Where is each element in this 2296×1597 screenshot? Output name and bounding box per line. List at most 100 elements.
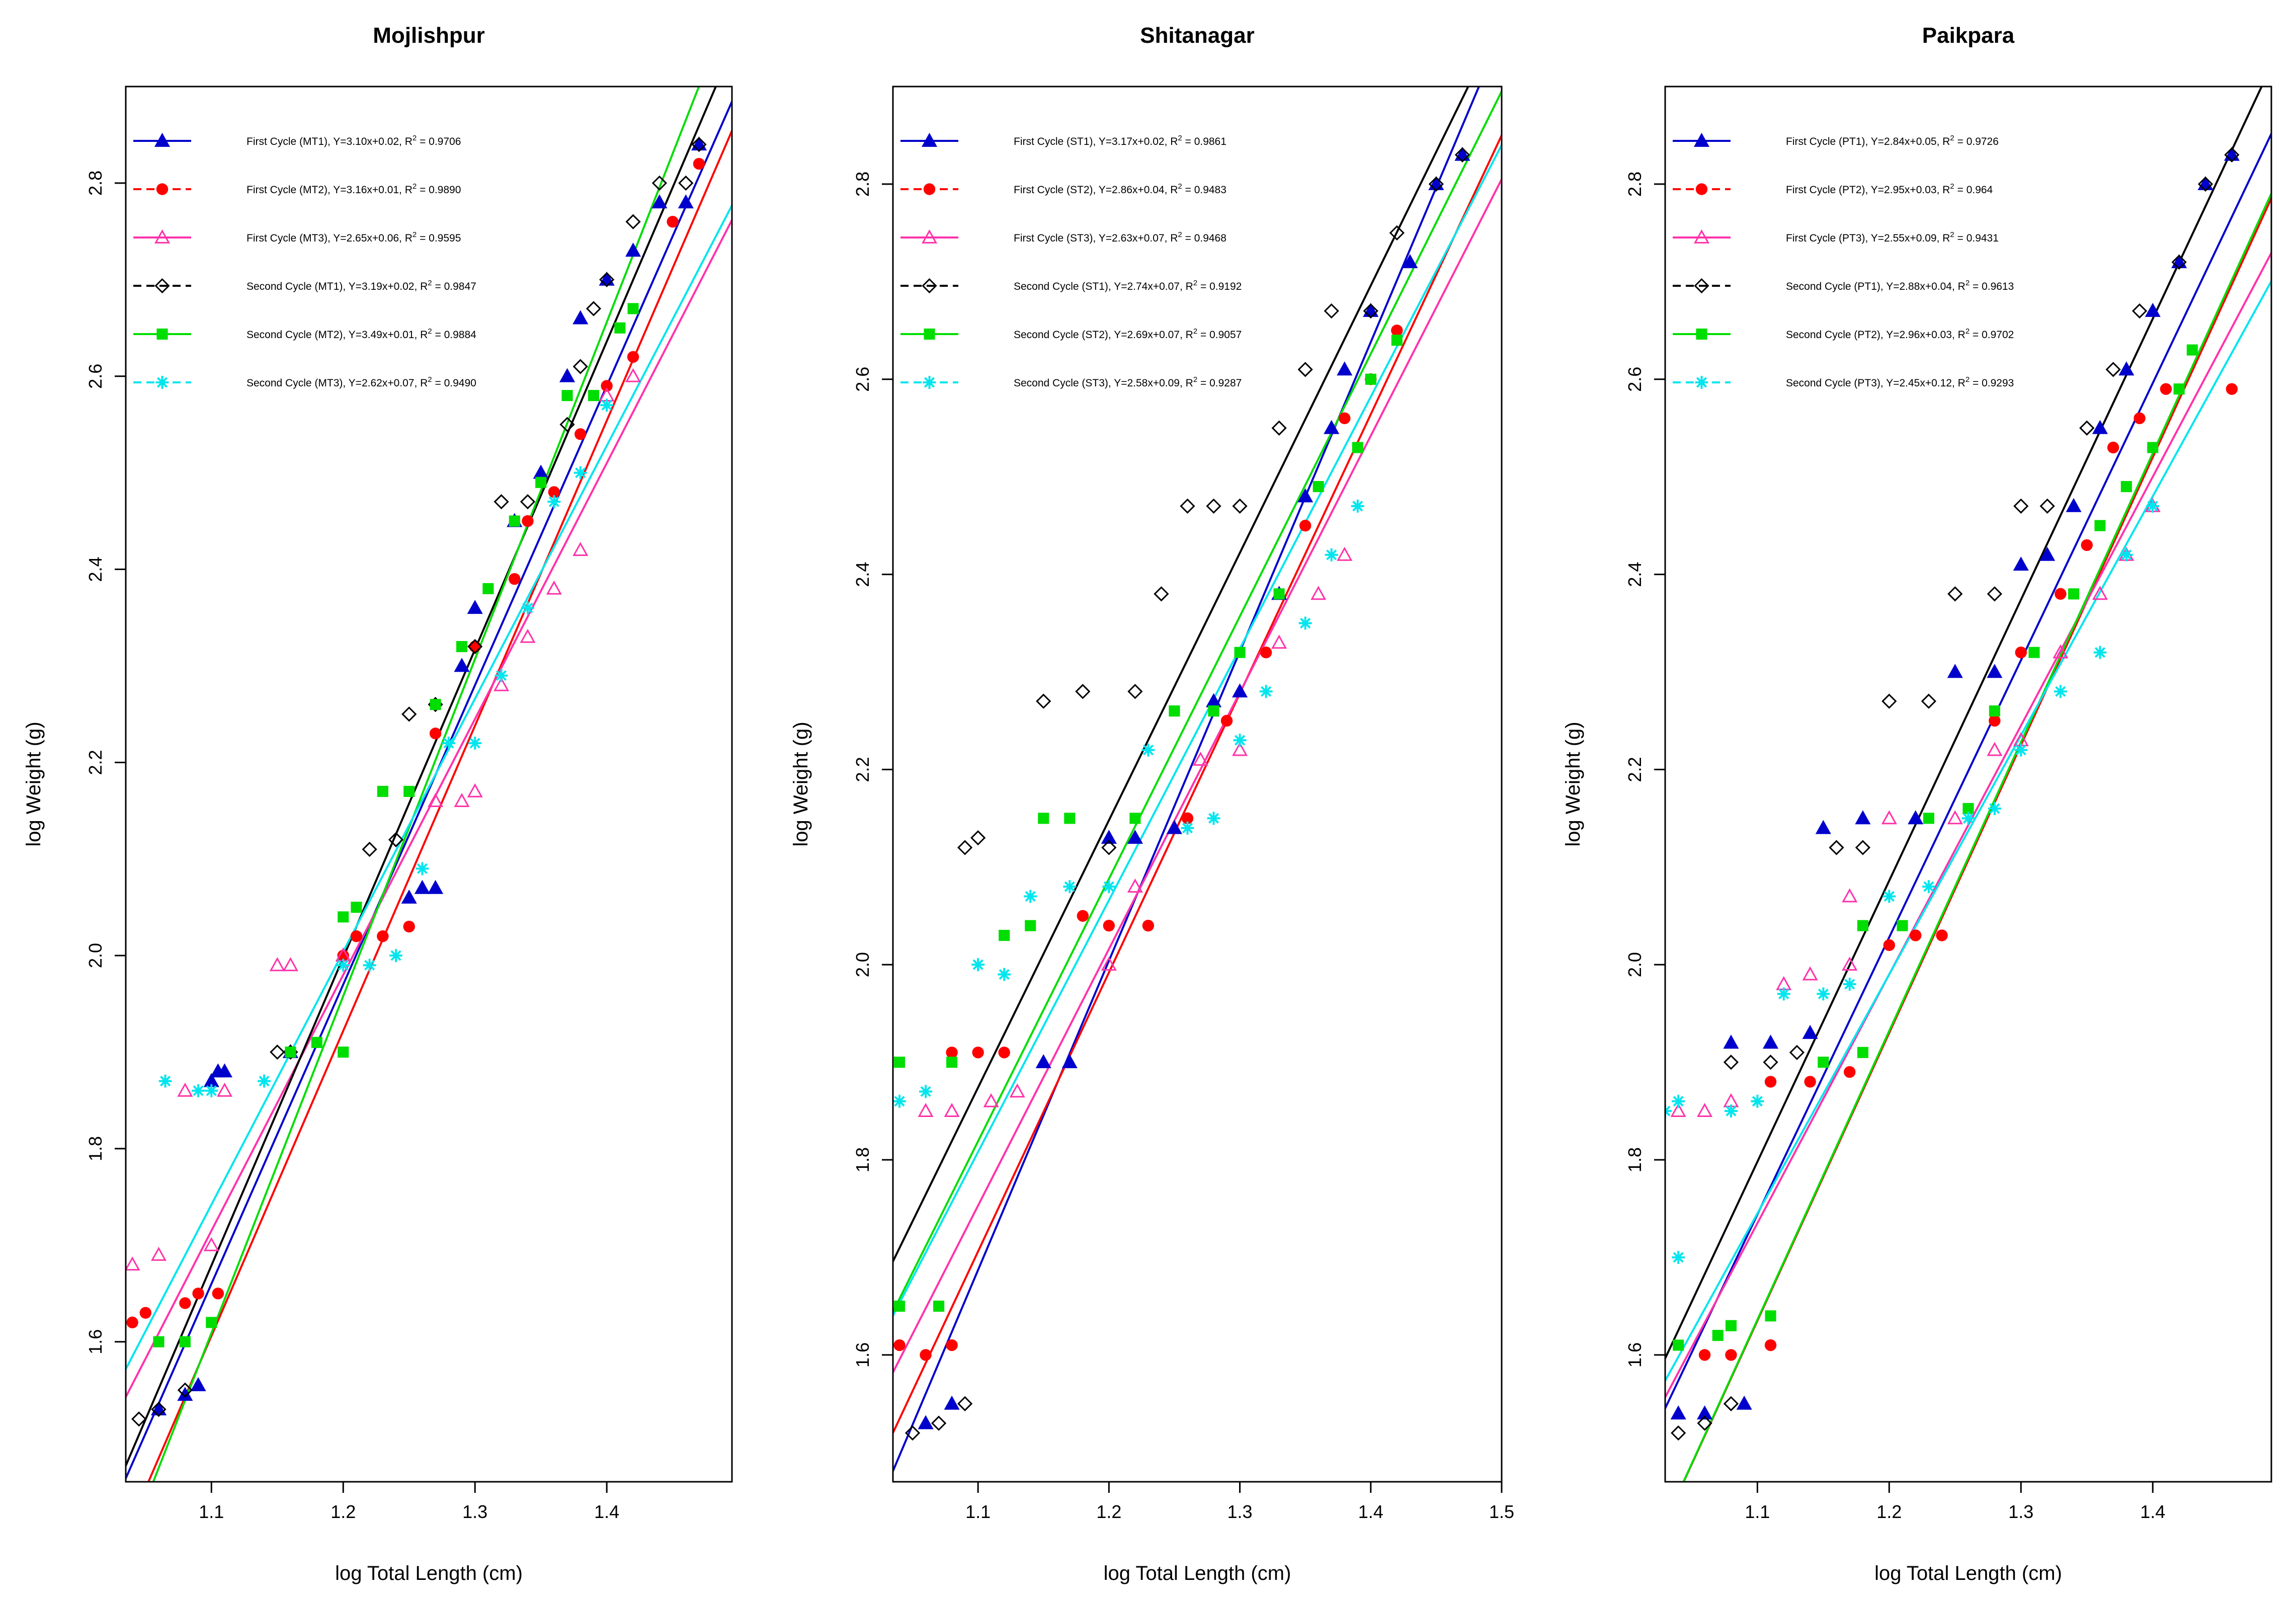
y-axis-label: log Weight (g) bbox=[790, 722, 812, 846]
data-point bbox=[1817, 987, 1830, 1001]
data-point bbox=[533, 464, 549, 479]
regression-line bbox=[893, 144, 1502, 1316]
data-point bbox=[1673, 1339, 1684, 1351]
data-point bbox=[1365, 373, 1376, 385]
data-point bbox=[1987, 742, 2003, 756]
data-point bbox=[1671, 1425, 1686, 1441]
data-point bbox=[363, 959, 376, 972]
data-point bbox=[972, 1047, 984, 1059]
data-point bbox=[1169, 705, 1180, 717]
data-point bbox=[1260, 647, 1272, 659]
data-series-0 bbox=[1670, 146, 2240, 1420]
legend-marker bbox=[1693, 229, 1710, 244]
data-point bbox=[1428, 176, 1444, 190]
data-point bbox=[2013, 556, 2029, 571]
data-point bbox=[2224, 147, 2240, 163]
data-point bbox=[1989, 705, 2000, 717]
data-point bbox=[559, 368, 576, 382]
data-point bbox=[1897, 920, 1908, 931]
data-point bbox=[1181, 812, 1194, 825]
data-point bbox=[2197, 176, 2213, 190]
data-point bbox=[2118, 361, 2135, 376]
data-point bbox=[190, 1377, 206, 1391]
data-point bbox=[983, 1093, 999, 1107]
data-point bbox=[933, 1300, 945, 1312]
data-point bbox=[429, 728, 442, 740]
regression-line bbox=[126, 219, 732, 1398]
data-point bbox=[2093, 646, 2107, 659]
data-point bbox=[999, 930, 1010, 941]
data-point bbox=[131, 1411, 147, 1427]
data-point bbox=[1777, 987, 1790, 1001]
data-point bbox=[1038, 813, 1049, 824]
data-point bbox=[1142, 919, 1155, 932]
data-point bbox=[2066, 498, 2082, 512]
x-tick-label: 1.4 bbox=[1358, 1501, 1383, 1522]
data-point bbox=[1947, 586, 1963, 602]
data-point bbox=[1698, 1349, 1711, 1361]
plot-frame bbox=[125, 86, 733, 1483]
regression-line bbox=[893, 87, 1469, 1262]
data-point bbox=[2028, 647, 2040, 658]
legend-entry: Second Cycle (PT3), Y=2.45x+0.12, R2 = 0… bbox=[1786, 375, 2014, 389]
y-tick-label: 1.8 bbox=[85, 1136, 106, 1161]
regression-line bbox=[893, 87, 1481, 1472]
data-point bbox=[2053, 644, 2069, 659]
data-point bbox=[2120, 481, 2132, 493]
data-point bbox=[158, 1074, 172, 1088]
data-series-3 bbox=[1671, 147, 2240, 1441]
legend-marker bbox=[1693, 132, 1710, 147]
data-point bbox=[2105, 362, 2121, 377]
x-tick-label: 1.5 bbox=[1489, 1501, 1514, 1522]
legend-entry: Second Cycle (MT1), Y=3.19x+0.02, R2 = 0… bbox=[247, 279, 476, 292]
data-point bbox=[1921, 693, 1937, 709]
data-point bbox=[1922, 880, 1935, 894]
data-point bbox=[625, 214, 641, 229]
data-point bbox=[575, 428, 587, 440]
data-point bbox=[946, 1047, 958, 1059]
data-point bbox=[1908, 810, 1924, 825]
legend-entry: Second Cycle (ST3), Y=2.58x+0.09, R2 = 0… bbox=[1014, 375, 1242, 389]
regression-line bbox=[1682, 193, 2271, 1482]
data-point bbox=[919, 1085, 933, 1098]
data-point bbox=[212, 1288, 224, 1300]
y-tick-label: 1.8 bbox=[1624, 1147, 1645, 1172]
y-tick-label: 2.0 bbox=[85, 943, 106, 968]
data-point bbox=[1723, 1055, 1739, 1070]
data-point bbox=[337, 959, 350, 972]
legend-marker bbox=[156, 328, 168, 340]
data-point bbox=[1075, 684, 1091, 699]
data-point bbox=[192, 1288, 204, 1300]
data-point bbox=[338, 911, 349, 923]
data-point bbox=[2119, 548, 2133, 562]
data-point bbox=[1233, 734, 1247, 747]
data-point bbox=[1297, 362, 1313, 377]
legend-marker bbox=[923, 376, 936, 389]
legend-marker bbox=[154, 132, 171, 147]
y-tick-label: 2.6 bbox=[852, 367, 873, 392]
data-point bbox=[282, 957, 298, 972]
data-series-2 bbox=[126, 368, 641, 1271]
legend-marker bbox=[156, 183, 169, 195]
x-tick-label: 1.3 bbox=[462, 1501, 487, 1522]
data-point bbox=[998, 968, 1011, 981]
data-point bbox=[1009, 1083, 1025, 1098]
data-point bbox=[151, 1401, 167, 1417]
data-point bbox=[494, 677, 510, 691]
data-point bbox=[1670, 1103, 1686, 1117]
x-axis-label: log Total Length (cm) bbox=[1104, 1562, 1291, 1584]
data-point bbox=[918, 1415, 934, 1429]
data-series-5 bbox=[158, 398, 614, 1097]
data-point bbox=[1063, 880, 1077, 894]
data-point bbox=[1273, 588, 1285, 600]
legend-entry: Second Cycle (ST1), Y=2.74x+0.07, R2 = 0… bbox=[1014, 279, 1242, 292]
data-point bbox=[258, 1074, 271, 1088]
data-point bbox=[2054, 685, 2067, 698]
legend-entry: Second Cycle (PT1), Y=2.88x+0.04, R2 = 0… bbox=[1786, 279, 2014, 292]
data-point bbox=[414, 880, 430, 894]
data-point bbox=[1961, 812, 1975, 825]
data-point bbox=[535, 476, 547, 488]
data-point bbox=[1064, 813, 1076, 824]
data-point bbox=[216, 1082, 233, 1097]
